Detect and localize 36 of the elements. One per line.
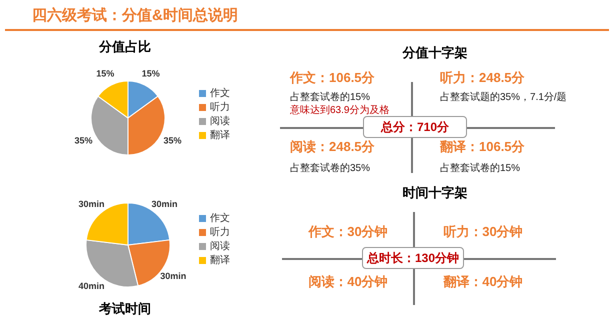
- legend-label: 听力: [210, 102, 230, 113]
- text: 总时长：130分钟: [366, 250, 460, 266]
- data-label: 15%: [96, 68, 114, 78]
- legend-label: 阅读: [210, 241, 230, 252]
- text: 翻译：40分钟: [443, 274, 523, 289]
- legend-label: 听力: [210, 227, 230, 238]
- text: 听力：30分钟: [443, 224, 523, 239]
- legend-label: 翻译: [210, 255, 230, 266]
- legend-label: 阅读: [210, 116, 230, 127]
- data-label: 15%: [142, 68, 160, 78]
- data-label: 30min: [151, 198, 178, 209]
- text: 作文：30分钟: [308, 224, 388, 239]
- legend-label: 作文: [210, 88, 230, 99]
- data-label: 30min: [160, 271, 186, 282]
- text: 占整套试卷的35%: [290, 163, 370, 174]
- text: 分值十字架: [401, 44, 468, 62]
- text: 总分：710分: [380, 118, 450, 136]
- text: 占整套试题的35%，7.1分/题: [440, 92, 567, 103]
- text: 时间十字架: [402, 184, 468, 202]
- data-label: 35%: [164, 136, 182, 146]
- data-label: 40min: [78, 281, 105, 292]
- text: 意味达到63.9分为及格: [290, 105, 390, 116]
- text: 四六级考试：分值&时间总说明: [32, 6, 238, 25]
- text: 作文：106.5分: [290, 70, 375, 85]
- data-label: 30min: [78, 198, 105, 209]
- text: 阅读：40分钟: [308, 274, 388, 289]
- text: 阅读：248.5分: [290, 139, 375, 154]
- text: 听力：248.5分: [440, 70, 525, 85]
- text: 翻译：106.5分: [440, 139, 525, 154]
- text: 考试时间: [98, 300, 152, 318]
- data-label: 35%: [74, 136, 92, 146]
- text: 占整套试卷的15%: [290, 92, 370, 103]
- chart-title: 分值占比: [98, 38, 152, 56]
- legend-label: 作文: [210, 213, 230, 224]
- legend-label: 翻译: [210, 130, 230, 141]
- text: 占整套试卷的15%: [440, 163, 520, 174]
